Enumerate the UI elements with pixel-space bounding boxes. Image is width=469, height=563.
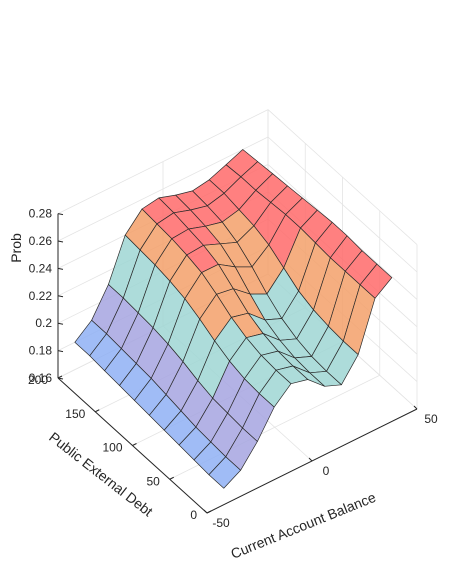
axis-lines (57, 213, 418, 514)
y-tick-label: 50 (146, 474, 160, 488)
x-axis-title: Current Account Balance (228, 489, 378, 562)
z-tick-mark (57, 240, 64, 243)
x-tick-mark (308, 457, 313, 462)
y-tick-mark (169, 476, 174, 480)
y-tick-mark (57, 375, 63, 379)
y-tick-label: 100 (102, 441, 122, 455)
z-tick-label: 0.28 (29, 207, 53, 221)
z-tick-label: 0.16 (29, 371, 53, 385)
y-tick-label: 150 (65, 407, 85, 421)
z-tick-label: 0.2 (35, 316, 52, 330)
x-tick-label: -50 (212, 516, 230, 530)
z-tick-mark (57, 377, 64, 380)
z-tick-label: 0.22 (29, 289, 53, 303)
y-tick-mark (132, 443, 137, 446)
z-tick-label: 0.24 (29, 261, 53, 275)
z-tick-mark (57, 322, 64, 325)
x-tick-mark (413, 405, 418, 410)
tick-labels: 0.16 0.18 0.2 0.22 0.24 0.26 0.28 0 50 100 150 200 -… (28, 207, 438, 530)
surface-mesh (74, 149, 393, 489)
y-tick-label: 200 (28, 373, 48, 387)
x-tick-label: 50 (424, 412, 438, 426)
z-tick-label: 0.18 (29, 344, 53, 358)
y-tick-label: 0 (190, 508, 197, 522)
z-tick-mark (57, 350, 64, 353)
z-axis-title: Prob (8, 233, 24, 263)
z-tick-mark (57, 267, 64, 270)
y-tick-mark (206, 510, 212, 514)
y-tick-mark (95, 409, 100, 413)
z-tick-label: 0.26 (29, 234, 53, 248)
surface-patch (208, 456, 241, 489)
z-tick-mark (57, 213, 64, 216)
x-tick-label: 0 (323, 464, 330, 478)
z-tick-mark (57, 295, 64, 298)
x-tick-mark (203, 509, 208, 514)
